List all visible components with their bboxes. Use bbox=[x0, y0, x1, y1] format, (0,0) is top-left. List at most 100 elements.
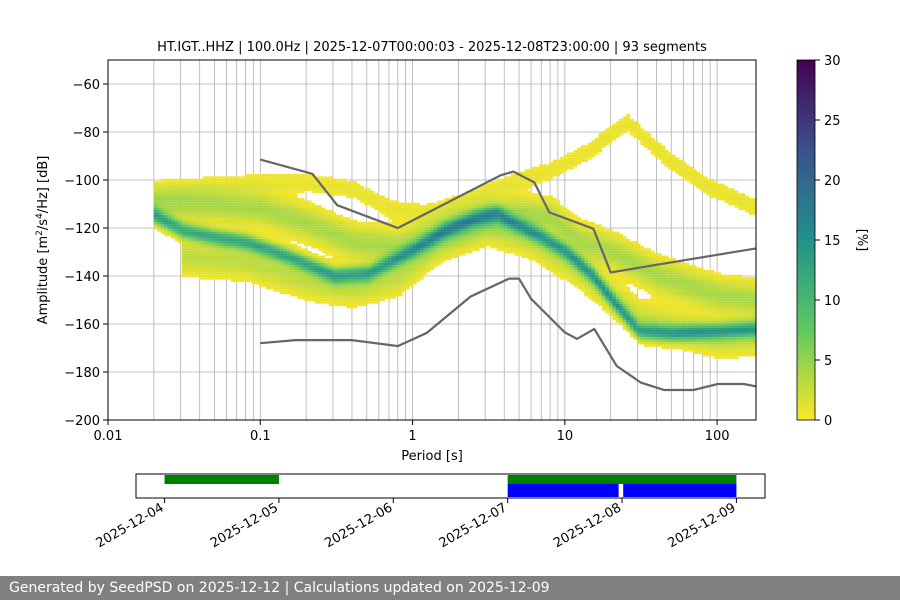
heatmap-cell bbox=[325, 270, 330, 273]
heatmap-cell bbox=[360, 248, 365, 251]
heatmap-cell bbox=[223, 222, 228, 225]
heatmap-cell bbox=[300, 202, 305, 206]
heatmap-cell bbox=[192, 241, 197, 244]
heatmap-cell bbox=[311, 286, 316, 290]
heatmap-cell bbox=[283, 193, 288, 196]
heatmap-cell bbox=[482, 198, 487, 201]
heatmap-cell bbox=[325, 212, 330, 215]
heatmap-cell bbox=[300, 176, 305, 179]
heatmap-cell bbox=[598, 258, 603, 261]
heatmap-cell bbox=[601, 145, 606, 148]
heatmap-cell bbox=[451, 195, 456, 198]
heatmap-cell bbox=[598, 224, 603, 227]
heatmap-cell bbox=[461, 222, 466, 225]
heatmap-cell bbox=[587, 282, 592, 285]
heatmap-cell bbox=[605, 296, 610, 299]
heatmap-cell bbox=[465, 234, 470, 237]
heatmap-cell bbox=[405, 202, 410, 206]
heatmap-cell bbox=[437, 236, 442, 239]
heatmap-cell bbox=[307, 219, 312, 222]
heatmap-cell bbox=[402, 212, 407, 215]
heatmap-cell bbox=[545, 258, 550, 261]
heatmap-cell bbox=[206, 255, 211, 258]
heatmap-cell bbox=[598, 241, 603, 244]
heatmap-cell bbox=[213, 234, 218, 237]
heatmap-cell bbox=[528, 195, 533, 198]
heatmap-cell bbox=[598, 270, 603, 273]
heatmap-cell bbox=[370, 301, 375, 304]
heatmap-cell bbox=[559, 265, 564, 268]
heatmap-cell bbox=[580, 279, 585, 282]
heatmap-cell bbox=[419, 272, 424, 275]
heatmap-cell bbox=[479, 200, 484, 203]
heatmap-cell bbox=[391, 270, 396, 273]
heatmap-cell bbox=[255, 214, 260, 218]
heatmap-cell bbox=[454, 250, 459, 254]
heatmap-cell bbox=[307, 186, 312, 189]
heatmap-cell bbox=[293, 238, 298, 242]
heatmap-cell bbox=[440, 231, 445, 234]
heatmap-cell bbox=[486, 243, 491, 246]
heatmap-cell bbox=[580, 238, 585, 242]
heatmap-cell bbox=[311, 253, 316, 256]
heatmap-cell bbox=[374, 205, 379, 208]
heatmap-cell bbox=[384, 265, 389, 268]
heatmap-cell bbox=[265, 176, 270, 179]
heatmap-cell bbox=[405, 248, 410, 251]
heatmap-cell bbox=[167, 200, 172, 203]
heatmap-cell bbox=[192, 243, 197, 246]
heatmap-cell bbox=[416, 214, 421, 218]
heatmap-cell bbox=[206, 262, 211, 266]
heatmap-cell bbox=[202, 270, 207, 273]
heatmap-cell bbox=[325, 258, 330, 261]
heatmap-cell bbox=[185, 255, 190, 258]
heatmap-cell bbox=[451, 210, 456, 213]
heatmap-cell bbox=[195, 248, 200, 251]
heatmap-cell bbox=[248, 186, 253, 189]
heatmap-cell bbox=[521, 198, 526, 201]
heatmap-cell bbox=[605, 272, 610, 275]
heatmap-cell bbox=[206, 217, 211, 220]
heatmap-cell bbox=[244, 243, 249, 246]
heatmap-cell bbox=[262, 178, 267, 182]
heatmap-cell bbox=[489, 183, 494, 186]
heatmap-cell bbox=[510, 229, 515, 232]
heatmap-cell bbox=[591, 255, 596, 258]
heatmap-cell bbox=[409, 277, 414, 280]
heatmap-cell bbox=[157, 181, 162, 184]
heatmap-cell bbox=[398, 282, 403, 285]
heatmap-cell bbox=[216, 210, 221, 213]
heatmap-cell bbox=[552, 222, 557, 225]
heatmap-cell bbox=[559, 248, 564, 251]
heatmap-cell bbox=[598, 298, 603, 302]
heatmap-cell bbox=[573, 279, 578, 282]
heatmap-cell bbox=[272, 217, 277, 220]
heatmap-cell bbox=[416, 270, 421, 273]
heatmap-cell bbox=[475, 205, 480, 208]
heatmap-cell bbox=[311, 202, 316, 206]
heatmap-cell bbox=[325, 217, 330, 220]
heatmap-cell bbox=[279, 193, 284, 196]
heatmap-cell bbox=[185, 193, 190, 196]
heatmap-cell bbox=[325, 294, 330, 297]
heatmap-cell bbox=[321, 234, 326, 237]
heatmap-cell bbox=[220, 219, 225, 222]
heatmap-cell bbox=[584, 274, 589, 278]
heatmap-cell bbox=[559, 222, 564, 225]
heatmap-cell bbox=[178, 195, 183, 198]
heatmap-cell bbox=[580, 241, 585, 244]
heatmap-cell bbox=[559, 253, 564, 256]
heatmap-cell bbox=[419, 246, 424, 249]
heatmap-cell bbox=[503, 193, 508, 196]
heatmap-cell bbox=[234, 178, 239, 182]
heatmap-cell bbox=[237, 176, 242, 179]
heatmap-cell bbox=[538, 236, 543, 239]
heatmap-cell bbox=[398, 202, 403, 206]
heatmap-cell bbox=[346, 181, 351, 184]
heatmap-cell bbox=[185, 198, 190, 201]
heatmap-cell bbox=[258, 174, 263, 177]
heatmap-cell bbox=[318, 272, 323, 275]
heatmap-cell bbox=[202, 224, 207, 227]
heatmap-cell bbox=[248, 231, 253, 234]
heatmap-cell bbox=[276, 260, 281, 263]
